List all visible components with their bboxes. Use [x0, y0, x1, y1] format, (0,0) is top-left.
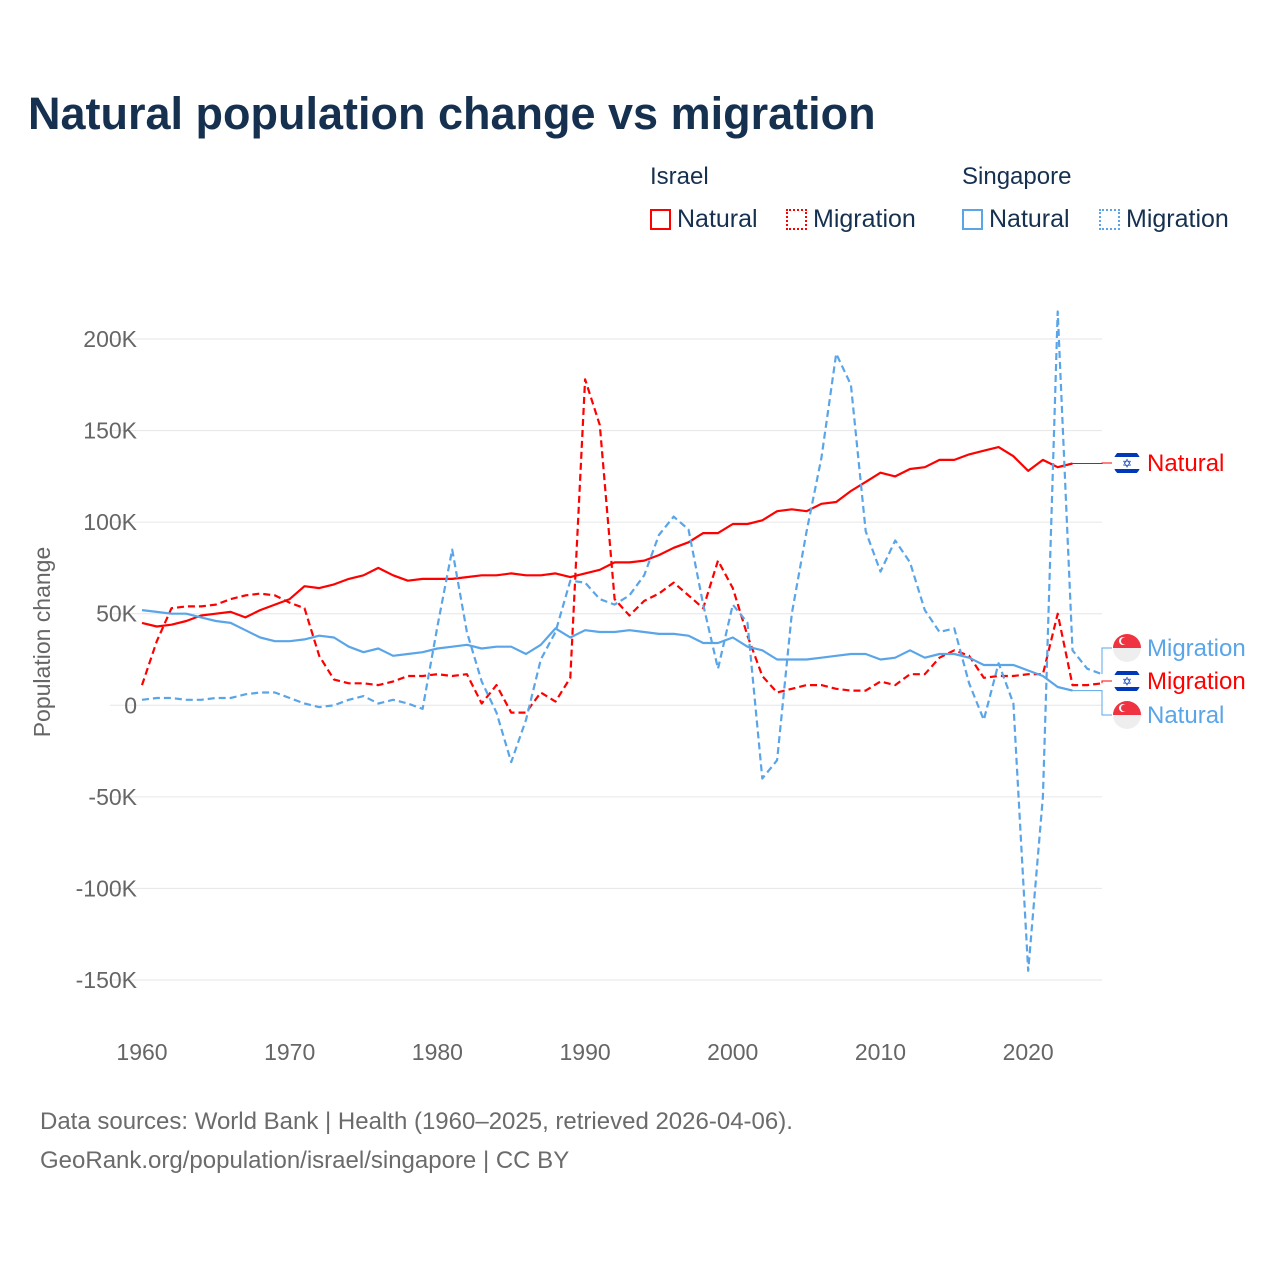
y-tick-label: 200K [83, 326, 137, 352]
chart-title: Natural population change vs migration [28, 88, 876, 139]
flag-white-half [1113, 715, 1141, 729]
legend-label: Migration [813, 205, 916, 233]
x-tick-label: 2020 [1003, 1039, 1054, 1065]
footer-link[interactable]: GeoRank.org/population/israel/singapore … [40, 1147, 570, 1174]
y-tick-label: 0 [124, 692, 137, 718]
legend-item-israel-migration[interactable]: Migration [786, 205, 916, 234]
legend-label: Migration [1126, 205, 1229, 233]
series-line-israel-migration [140, 378, 1103, 714]
flag-stripe [1113, 453, 1141, 457]
flag-body [1113, 634, 1141, 662]
y-tick-label: 100K [83, 509, 137, 535]
leader-line [1072, 462, 1112, 465]
star-of-david-icon: ✡ [1122, 675, 1132, 689]
dotted-swatch-icon [786, 209, 807, 230]
flag-stripe [1113, 671, 1141, 675]
flag-white-half [1113, 648, 1141, 662]
x-tick-label: 2000 [707, 1039, 758, 1065]
y-tick-label: -50K [88, 784, 137, 810]
legend-label: Natural [677, 205, 758, 233]
star-of-david-icon: ✡ [1122, 457, 1132, 471]
flag-stripe [1113, 469, 1141, 473]
flag-body: ✡ [1113, 449, 1141, 477]
x-tick-label: 1990 [559, 1039, 610, 1065]
legend-item-singapore-natural[interactable]: Natural [962, 205, 1070, 234]
crescent-cut [1121, 704, 1128, 712]
solid-swatch-icon [650, 209, 671, 230]
y-tick-label: 150K [83, 418, 137, 444]
israel-flag-icon: ✡ [1113, 449, 1141, 477]
legend-group-israel: Israel [650, 163, 709, 190]
leader-line [1072, 690, 1112, 716]
leader-line [1101, 680, 1112, 684]
y-tick-label: -150K [76, 967, 138, 993]
footer-sources: Data sources: World Bank | Health (1960–… [40, 1108, 793, 1135]
flag-body [1113, 701, 1141, 729]
x-tick-label: 1970 [264, 1039, 315, 1065]
series-line-singapore-natural [141, 609, 1073, 692]
y-axis-label: Population change [29, 547, 55, 738]
israel-flag-icon: ✡ [1113, 667, 1141, 695]
end-label: Natural [1147, 702, 1224, 729]
solid-swatch-icon [962, 209, 983, 230]
x-tick-label: 1960 [116, 1039, 167, 1065]
legend-item-singapore-migration[interactable]: Migration [1099, 205, 1229, 234]
series-line-israel-natural [141, 446, 1073, 628]
legend-group-singapore: Singapore [962, 163, 1072, 190]
legend-label: Natural [989, 205, 1070, 233]
leader-line [1101, 647, 1112, 675]
end-label: Migration [1147, 668, 1246, 695]
x-tick-label: 1980 [412, 1039, 463, 1065]
end-label: Migration [1147, 635, 1246, 662]
singapore-flag-icon [1113, 634, 1141, 662]
end-label: Natural [1147, 450, 1224, 477]
flag-stripe [1113, 687, 1141, 691]
y-tick-label: -100K [76, 875, 138, 901]
series-line-singapore-migration [141, 310, 1103, 972]
singapore-flag-icon [1113, 701, 1141, 729]
legend-item-israel-natural[interactable]: Natural [650, 205, 758, 234]
crescent-cut [1121, 637, 1128, 645]
y-tick-label: 50K [96, 601, 138, 627]
dotted-swatch-icon [1099, 209, 1120, 230]
flag-body: ✡ [1113, 667, 1141, 695]
x-tick-label: 2010 [855, 1039, 906, 1065]
